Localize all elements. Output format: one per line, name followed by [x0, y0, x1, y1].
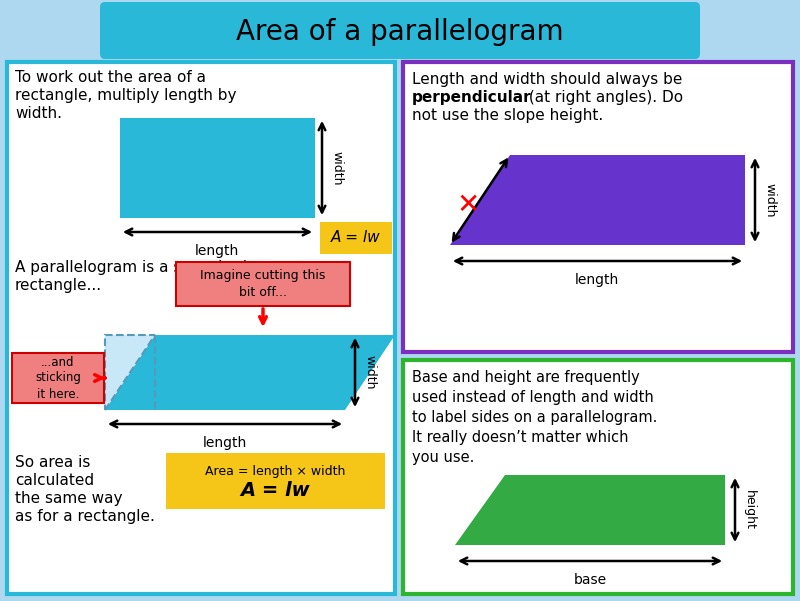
- Text: ...and
sticking
it here.: ...and sticking it here.: [35, 356, 81, 400]
- Text: perpendicular: perpendicular: [412, 90, 532, 105]
- Text: A = lw: A = lw: [240, 481, 310, 501]
- Text: as for a rectangle.: as for a rectangle.: [15, 509, 155, 524]
- Text: not use the slope height.: not use the slope height.: [412, 108, 603, 123]
- Text: rectangle...: rectangle...: [15, 278, 102, 293]
- Text: length: length: [575, 273, 619, 287]
- Text: Base and height are frequently: Base and height are frequently: [412, 370, 640, 385]
- FancyBboxPatch shape: [166, 453, 385, 509]
- Polygon shape: [105, 335, 155, 410]
- Text: width: width: [330, 151, 343, 185]
- Text: A parallelogram is a squashed: A parallelogram is a squashed: [15, 260, 247, 275]
- Text: width: width: [363, 355, 376, 389]
- Text: Imagine cutting this
bit off...: Imagine cutting this bit off...: [200, 269, 326, 299]
- Polygon shape: [455, 475, 725, 545]
- Text: rectangle, multiply length by: rectangle, multiply length by: [15, 88, 237, 103]
- Text: It really doesn’t matter which: It really doesn’t matter which: [412, 430, 629, 445]
- Text: used instead of length and width: used instead of length and width: [412, 390, 654, 405]
- FancyBboxPatch shape: [176, 262, 350, 306]
- Text: calculated: calculated: [15, 473, 94, 488]
- Text: height: height: [743, 490, 756, 530]
- Text: length: length: [203, 436, 247, 450]
- Bar: [120, 118, 315, 218]
- Polygon shape: [105, 335, 395, 410]
- Text: the same way: the same way: [15, 491, 122, 506]
- Text: width.: width.: [15, 106, 62, 121]
- FancyBboxPatch shape: [403, 360, 793, 594]
- Text: length: length: [195, 244, 239, 258]
- FancyBboxPatch shape: [100, 2, 700, 59]
- Text: A = lw: A = lw: [331, 231, 381, 245]
- Text: to label sides on a parallelogram.: to label sides on a parallelogram.: [412, 410, 658, 425]
- Text: Area of a parallelogram: Area of a parallelogram: [236, 18, 564, 46]
- Text: base: base: [574, 573, 606, 587]
- FancyBboxPatch shape: [320, 222, 392, 254]
- FancyBboxPatch shape: [7, 62, 395, 594]
- Text: Length and width should always be: Length and width should always be: [412, 72, 682, 87]
- Text: you use.: you use.: [412, 450, 474, 465]
- Text: ✕: ✕: [456, 191, 480, 219]
- Text: (at right angles). Do: (at right angles). Do: [524, 90, 683, 105]
- Text: To work out the area of a: To work out the area of a: [15, 70, 206, 85]
- Text: width: width: [763, 183, 776, 217]
- Polygon shape: [450, 155, 745, 245]
- FancyBboxPatch shape: [403, 62, 793, 352]
- FancyBboxPatch shape: [12, 353, 104, 403]
- Text: So area is: So area is: [15, 455, 90, 470]
- Text: Area = length × width: Area = length × width: [205, 465, 345, 478]
